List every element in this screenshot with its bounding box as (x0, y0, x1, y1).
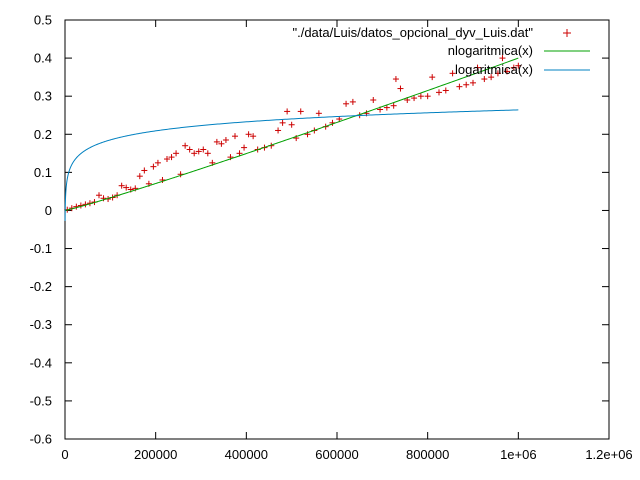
x-tick-label: 600000 (315, 447, 358, 462)
data-point (494, 70, 501, 77)
x-tick-label: 0 (61, 447, 68, 462)
data-point (370, 96, 377, 103)
data-point (191, 150, 198, 157)
data-point (436, 89, 442, 96)
y-tick-label: -0.4 (30, 355, 52, 370)
ticks (64, 19, 610, 440)
legend-marker-data (563, 29, 571, 37)
legend-label-nlogaritmica: nlogaritmica(x) (448, 43, 533, 58)
y-tick-label: 0.2 (34, 127, 52, 142)
data-point (136, 173, 143, 180)
x-tick-label: 800000 (406, 447, 449, 462)
data-point (336, 116, 343, 123)
data-point (315, 110, 322, 117)
data-point (449, 70, 456, 77)
data-point (123, 184, 130, 191)
data-point (343, 100, 350, 107)
data-point (499, 55, 506, 62)
data-point (186, 146, 193, 153)
data-point (141, 167, 148, 174)
y-tick-label: 0.5 (34, 13, 52, 28)
data-point (204, 150, 211, 157)
data-point (118, 182, 125, 189)
series-layer (64, 55, 522, 221)
data-point (463, 81, 470, 88)
data-point (200, 146, 207, 153)
data-point (232, 133, 238, 140)
y-tick-label: -0.1 (30, 241, 52, 256)
data-point (424, 93, 431, 100)
data-point (474, 64, 481, 71)
data-point (159, 176, 166, 183)
data-point (279, 119, 286, 126)
y-tick-label: 0.4 (34, 51, 52, 66)
y-tick-label: 0 (45, 203, 52, 218)
legend: "./data/Luis/datos_opcional_dyv_Luis.dat… (292, 25, 590, 77)
data-point (390, 102, 397, 109)
data-point (245, 131, 252, 138)
y-tick-label: -0.2 (30, 279, 52, 294)
plot-frame (64, 19, 610, 440)
data-point (510, 64, 517, 71)
data-point (417, 93, 424, 100)
data-point (150, 163, 157, 170)
data-point (154, 159, 161, 166)
x-tick-label: 400000 (225, 447, 268, 462)
y-tick-label: 0.3 (34, 89, 52, 104)
data-point (182, 142, 189, 149)
data-point (96, 192, 102, 199)
series-line-log (64, 109, 519, 221)
data-point (297, 108, 304, 115)
data-point (392, 76, 399, 83)
data-point (481, 76, 488, 83)
x-tick-label: 1e+06 (500, 447, 537, 462)
data-point (383, 104, 390, 111)
data-point (397, 85, 404, 92)
data-point (173, 150, 180, 157)
data-point (456, 83, 463, 90)
data-point (349, 98, 356, 105)
y-tick-label: -0.5 (30, 393, 52, 408)
data-point (222, 136, 229, 143)
x-tick-label: 1.2e+06 (585, 447, 632, 462)
y-tick-label: -0.3 (30, 317, 52, 332)
data-point (411, 95, 418, 102)
tick-labels: 0 200000 400000 600000 800000 1e+06 1.2e+06 -0.… (30, 13, 633, 463)
series-line-nlog (65, 57, 519, 211)
data-point (504, 68, 510, 75)
data-point (275, 127, 282, 134)
data-point (218, 140, 225, 147)
y-tick-label: -0.6 (30, 432, 52, 447)
data-point (213, 138, 220, 145)
data-point (488, 74, 495, 81)
legend-label-logaritmica: logaritmica(x) (455, 62, 533, 77)
data-point (515, 62, 522, 69)
data-point (250, 133, 257, 140)
data-point (442, 87, 449, 94)
data-point (164, 156, 170, 163)
data-point (168, 154, 175, 161)
x-tick-label: 200000 (134, 447, 177, 462)
data-point (429, 74, 436, 81)
legend-label-data: "./data/Luis/datos_opcional_dyv_Luis.dat… (292, 25, 533, 40)
y-tick-label: 0.1 (34, 165, 52, 180)
data-point (284, 108, 291, 115)
data-point (470, 79, 476, 86)
data-point (241, 144, 248, 151)
data-point (288, 121, 295, 128)
data-point (195, 148, 202, 155)
